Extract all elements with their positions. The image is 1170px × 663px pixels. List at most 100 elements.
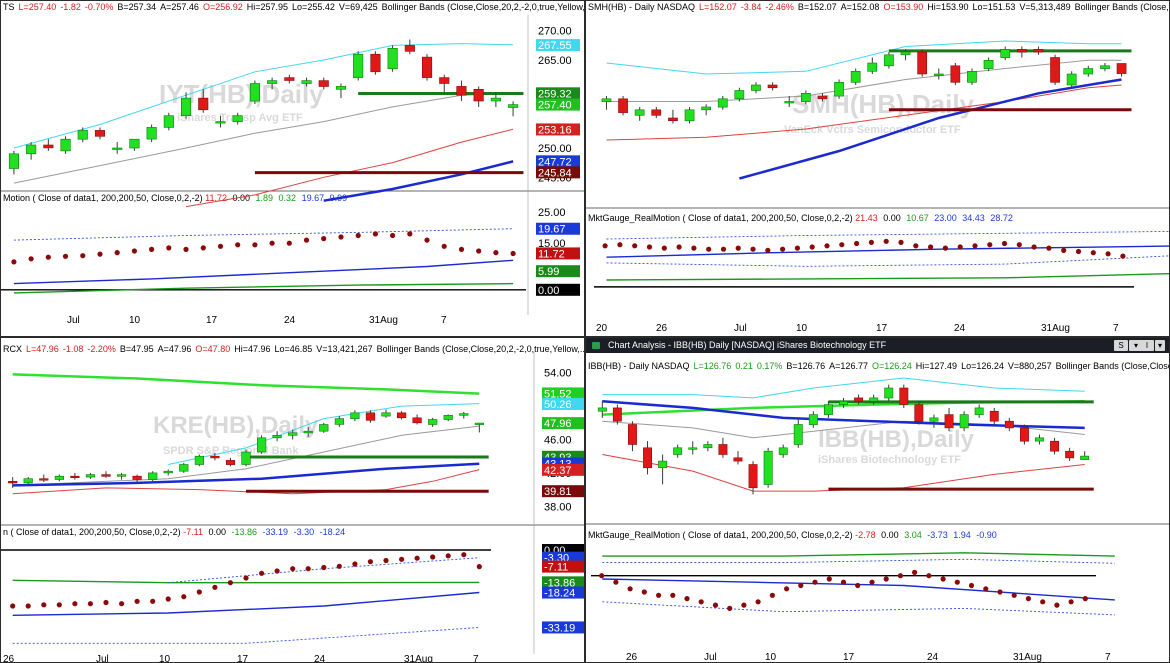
dropdown-chevron-icon[interactable]: ▾ [1155,340,1165,351]
candle-body [701,106,711,111]
indicator-dot [1016,242,1022,248]
candle-body [350,412,360,419]
indicator-dot [755,599,761,605]
quote-value: Lo=255.42 [292,2,335,12]
indicator-green-line [12,579,480,584]
indicator-dot [765,247,771,253]
indicator-dot [305,566,311,572]
ma-blue-line [12,462,480,487]
indicator-value: 11.72 [205,193,227,203]
chart-svg[interactable]: 20 26 Jul 10 17 24 31Aug 7 [586,1,1170,337]
indicator-lower-band-line [606,255,1169,267]
indicator-green-line [606,272,1169,281]
quote-value: Hi=153.90 [927,2,969,12]
symbol-link-button[interactable]: S [1114,340,1128,351]
x-axis-label: 7 [441,315,447,326]
x-axis-label: 31Aug [369,315,398,326]
indicator-value: 21.43 [855,213,878,223]
candle-body [884,54,894,67]
price-tag [536,39,580,52]
candle-body [26,144,37,155]
symbol-label: RCX [3,344,23,354]
quote-value: B=126.76 [786,361,826,371]
indicator-value: -33.19 [260,527,289,537]
quote-value: A=257.46 [160,2,199,12]
candle-body [869,397,879,402]
indicator-dot [10,603,16,609]
indicator-name: MktGauge_RealMotion ( Close of data1, 20… [588,530,856,540]
candle-body [146,127,157,140]
price-tick-label: 250.00 [538,143,572,155]
candle-body [132,475,142,480]
chart-panel-smh[interactable]: SMH(HB) - Daily NASDAQ L=152.07 -3.84 -2.46… [585,0,1170,337]
price-tag [542,417,584,430]
indicator-value: 0.32 [276,193,297,203]
indicator-dot [458,246,465,252]
indicator-tag [536,283,580,296]
indicator-dot [217,243,224,249]
indicator-dot [1040,599,1046,605]
chart-svg[interactable]: 26Jul10172431Aug754.0050.0046.0042.0038.… [1,338,585,663]
indicator-dot [390,232,396,239]
chart-svg[interactable]: 26 Jul 10 17 24 31Aug 7 [586,338,1170,663]
candle-body [1116,63,1127,74]
indicator-dot [712,602,719,608]
indicator-dot [336,563,342,569]
x-axis-label: 7 [1105,652,1111,663]
indicator-dot [1082,596,1088,602]
candle-body [688,447,698,450]
indicator-dot [183,246,189,252]
candle-body [456,86,467,96]
indicator-dot [212,584,218,590]
x-axis-label: 20 [596,323,608,334]
chart-panel-kre[interactable]: RCX L=47.96 -1.08 -2.20% B=47.95 A=47.96 O=47.… [0,337,585,663]
price-tick-label: 265.00 [538,55,572,67]
candle-body [784,101,795,104]
indicator-dot [855,582,861,589]
indicator-dot [741,602,747,608]
candle-body [54,475,64,480]
indicator-dot [784,586,790,592]
indicator-dot [424,237,430,243]
chart-svg[interactable]: Jul10172431Aug7270.00265.00250.00245.002… [1,1,585,337]
interval-button[interactable]: I [1140,340,1154,351]
price-tag [536,155,580,168]
candle-body [404,45,415,52]
candle-body [684,109,695,122]
indicator-dot [165,596,171,602]
indicator-dot [45,254,51,260]
candle-body [1050,57,1060,83]
indicator-dot [252,242,258,248]
candle-body [751,84,761,91]
indicator-dot [1090,250,1096,256]
window-titlebar[interactable]: Chart Analysis - IBB(HB) Daily [NASDAQ] … [586,338,1169,353]
x-axis-label: Jul [67,315,80,326]
indicator-dot [727,605,733,611]
x-axis-label: 17 [206,315,218,326]
indicator-dot [897,573,903,579]
price-tag [536,98,580,111]
candle-body [658,460,668,469]
chart-panel-ibb[interactable]: Chart Analysis - IBB(HB) Daily [NASDAQ] … [585,337,1170,663]
quote-value: 0.21 [735,361,753,371]
indicator-dot [613,579,619,585]
price-tag-label: 259.32 [538,88,572,100]
dropdown-chevron-icon[interactable]: ▾ [1129,340,1143,351]
indicator-dot [274,568,280,574]
indicator-dot [780,246,786,252]
candle-body [944,414,954,429]
x-axis-label: 24 [284,315,296,326]
chart-panel-iyt[interactable]: TS L=257.40 -1.82 -0.70% B=257.34 A=257.46 O=2… [0,0,585,337]
price-tick-label: 270.00 [538,26,572,38]
candle-body [60,138,71,152]
price-tag [542,397,584,410]
indicator-dot [1068,599,1074,605]
candle-body [210,455,220,459]
indicator-dot [632,243,638,249]
indicator-dot [972,243,978,249]
indicator-header: n ( Close of data1, 200,200,50, Close,0,… [1,527,348,538]
ma-blue-line [602,400,1085,430]
ma-green-line [12,373,480,395]
candle-body [933,73,944,76]
candle-body [634,109,645,116]
